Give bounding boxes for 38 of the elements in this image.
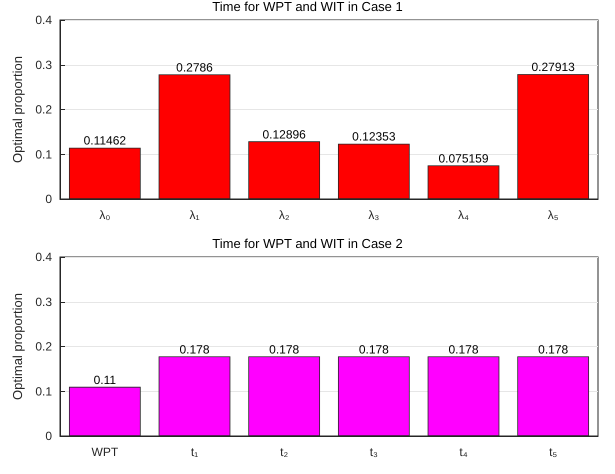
y-tick-label: 0 (45, 429, 52, 443)
x-tick-label: t₂ (280, 445, 288, 459)
data-label: 0.075159 (438, 151, 489, 166)
data-label: 0.178 (269, 342, 300, 356)
y-tick-label: 0.1 (35, 384, 52, 398)
data-label: 0.12896 (262, 127, 306, 142)
chart-title: Time for WPT and WIT in Case 1 (212, 0, 403, 14)
y-axis-title: Optimal proportion (10, 56, 25, 163)
y-tick-label: 0.2 (35, 340, 52, 354)
y-tick-label: 0.3 (35, 294, 52, 309)
data-label: 0.11 (94, 372, 116, 387)
x-tick-label: t₁ (190, 445, 198, 459)
data-label: 0.178 (448, 342, 479, 356)
data-label: 0.27913 (531, 60, 576, 74)
y-tick-label: 0.2 (35, 102, 52, 116)
x-tick-label: t₅ (549, 445, 558, 459)
x-tick-label: λ₀ (99, 208, 110, 222)
data-label: 0.12353 (352, 130, 396, 144)
y-axis-title: Optimal proportion (10, 293, 25, 400)
chart-title: Time for WPT and WIT in Case 2 (212, 236, 403, 251)
x-tick-label: λ₄ (458, 208, 470, 222)
y-tick-label: 0.1 (35, 147, 52, 162)
y-tick-label: 0 (45, 192, 52, 206)
data-label: 0.11462 (84, 134, 126, 148)
data-label: 0.178 (179, 342, 210, 356)
data-label: 0.2786 (176, 60, 214, 74)
data-label: 0.178 (358, 342, 390, 356)
y-tick-label: 0.4 (35, 250, 52, 264)
x-tick-label: λ₅ (548, 208, 559, 222)
x-tick-label: λ₁ (189, 208, 200, 222)
x-tick-label: WPT (91, 445, 119, 459)
data-label: 0.178 (538, 342, 569, 356)
x-tick-label: λ₂ (278, 208, 290, 222)
x-tick-label: t₃ (370, 445, 378, 459)
y-tick-label: 0.4 (35, 13, 52, 27)
y-tick-label: 0.3 (35, 58, 52, 72)
x-tick-label: λ₃ (368, 208, 380, 222)
x-tick-label: t₄ (459, 445, 468, 459)
